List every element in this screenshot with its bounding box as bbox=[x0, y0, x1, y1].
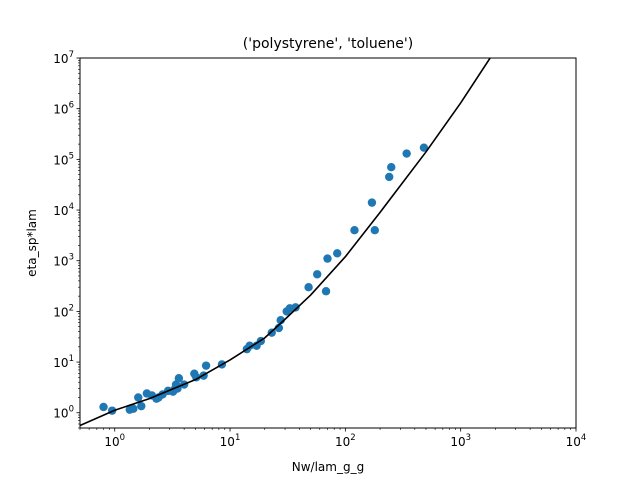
data-point-21 bbox=[201, 361, 211, 370]
y-axis-label: eta_sp*lam bbox=[25, 209, 39, 277]
x-tick-exp-3: 3 bbox=[466, 433, 471, 443]
y-tick-base-1: 10 bbox=[53, 356, 68, 370]
x-tick-exp-4: 4 bbox=[581, 433, 586, 443]
y-tick-label-5: 105 bbox=[53, 151, 74, 167]
y-tick-base-2: 10 bbox=[53, 305, 68, 319]
x-tick-base-3: 10 bbox=[450, 435, 465, 449]
data-point-34 bbox=[313, 270, 322, 279]
x-axis-label: Nw/lam_g_g bbox=[292, 460, 364, 474]
y-tick-exp-1: 1 bbox=[69, 354, 74, 364]
x-tick-base-4: 10 bbox=[566, 435, 581, 449]
data-point-33 bbox=[304, 283, 313, 292]
y-tick-label-6: 106 bbox=[53, 101, 74, 117]
y-tick-label-4: 104 bbox=[53, 202, 74, 218]
y-tick-exp-3: 3 bbox=[69, 253, 74, 263]
chart-title: ('polystyrene', 'toluene') bbox=[243, 36, 413, 52]
data-point-42 bbox=[387, 163, 396, 172]
data-point-44 bbox=[419, 143, 429, 152]
y-tick-base-7: 10 bbox=[53, 52, 68, 66]
x-tick-label-3: 103 bbox=[450, 433, 471, 449]
y-tick-base-3: 10 bbox=[53, 255, 68, 269]
data-point-5 bbox=[137, 401, 146, 411]
data-point-37 bbox=[333, 249, 342, 258]
x-tick-exp-2: 2 bbox=[350, 433, 355, 443]
x-tick-label-1: 101 bbox=[220, 433, 241, 449]
y-tick-exp-2: 2 bbox=[69, 303, 74, 313]
x-tick-label-0: 100 bbox=[104, 433, 125, 449]
x-tick-base-1: 10 bbox=[220, 435, 235, 449]
data-point-32 bbox=[291, 303, 300, 312]
data-point-4 bbox=[134, 393, 143, 402]
y-tick-exp-7: 7 bbox=[69, 50, 74, 60]
data-point-40 bbox=[370, 226, 379, 235]
y-tick-label-1: 101 bbox=[53, 354, 74, 370]
y-tick-label-7: 107 bbox=[53, 50, 74, 66]
x-tick-label-2: 102 bbox=[335, 433, 356, 449]
x-tick-base-0: 10 bbox=[104, 435, 119, 449]
fit-curve bbox=[80, 58, 491, 427]
x-tick-label-4: 104 bbox=[566, 433, 587, 449]
data-point-39 bbox=[367, 198, 377, 207]
x-tick-exp-0: 0 bbox=[120, 433, 125, 443]
y-tick-base-5: 10 bbox=[53, 153, 68, 167]
y-tick-base-0: 10 bbox=[53, 407, 68, 421]
data-point-43 bbox=[402, 149, 411, 158]
x-tick-exp-1: 1 bbox=[235, 433, 240, 443]
y-tick-label-2: 102 bbox=[53, 303, 74, 319]
data-point-38 bbox=[350, 226, 359, 235]
plot-layer bbox=[80, 58, 491, 427]
data-point-24 bbox=[245, 341, 254, 350]
data-point-41 bbox=[385, 172, 394, 182]
y-tick-base-6: 10 bbox=[53, 103, 68, 117]
plot-frame bbox=[79, 57, 577, 429]
y-tick-label-3: 103 bbox=[53, 253, 74, 269]
data-point-16 bbox=[174, 374, 184, 383]
data-point-35 bbox=[321, 287, 331, 296]
data-point-0 bbox=[99, 402, 108, 412]
y-tick-base-4: 10 bbox=[53, 204, 68, 218]
y-tick-exp-5: 5 bbox=[69, 151, 74, 161]
y-tick-label-0: 100 bbox=[53, 405, 74, 421]
data-point-3 bbox=[129, 404, 138, 413]
x-tick-base-2: 10 bbox=[335, 435, 350, 449]
data-point-36 bbox=[323, 254, 332, 263]
y-tick-exp-6: 6 bbox=[69, 101, 74, 111]
y-tick-exp-4: 4 bbox=[69, 202, 74, 212]
y-tick-exp-0: 0 bbox=[69, 405, 74, 415]
